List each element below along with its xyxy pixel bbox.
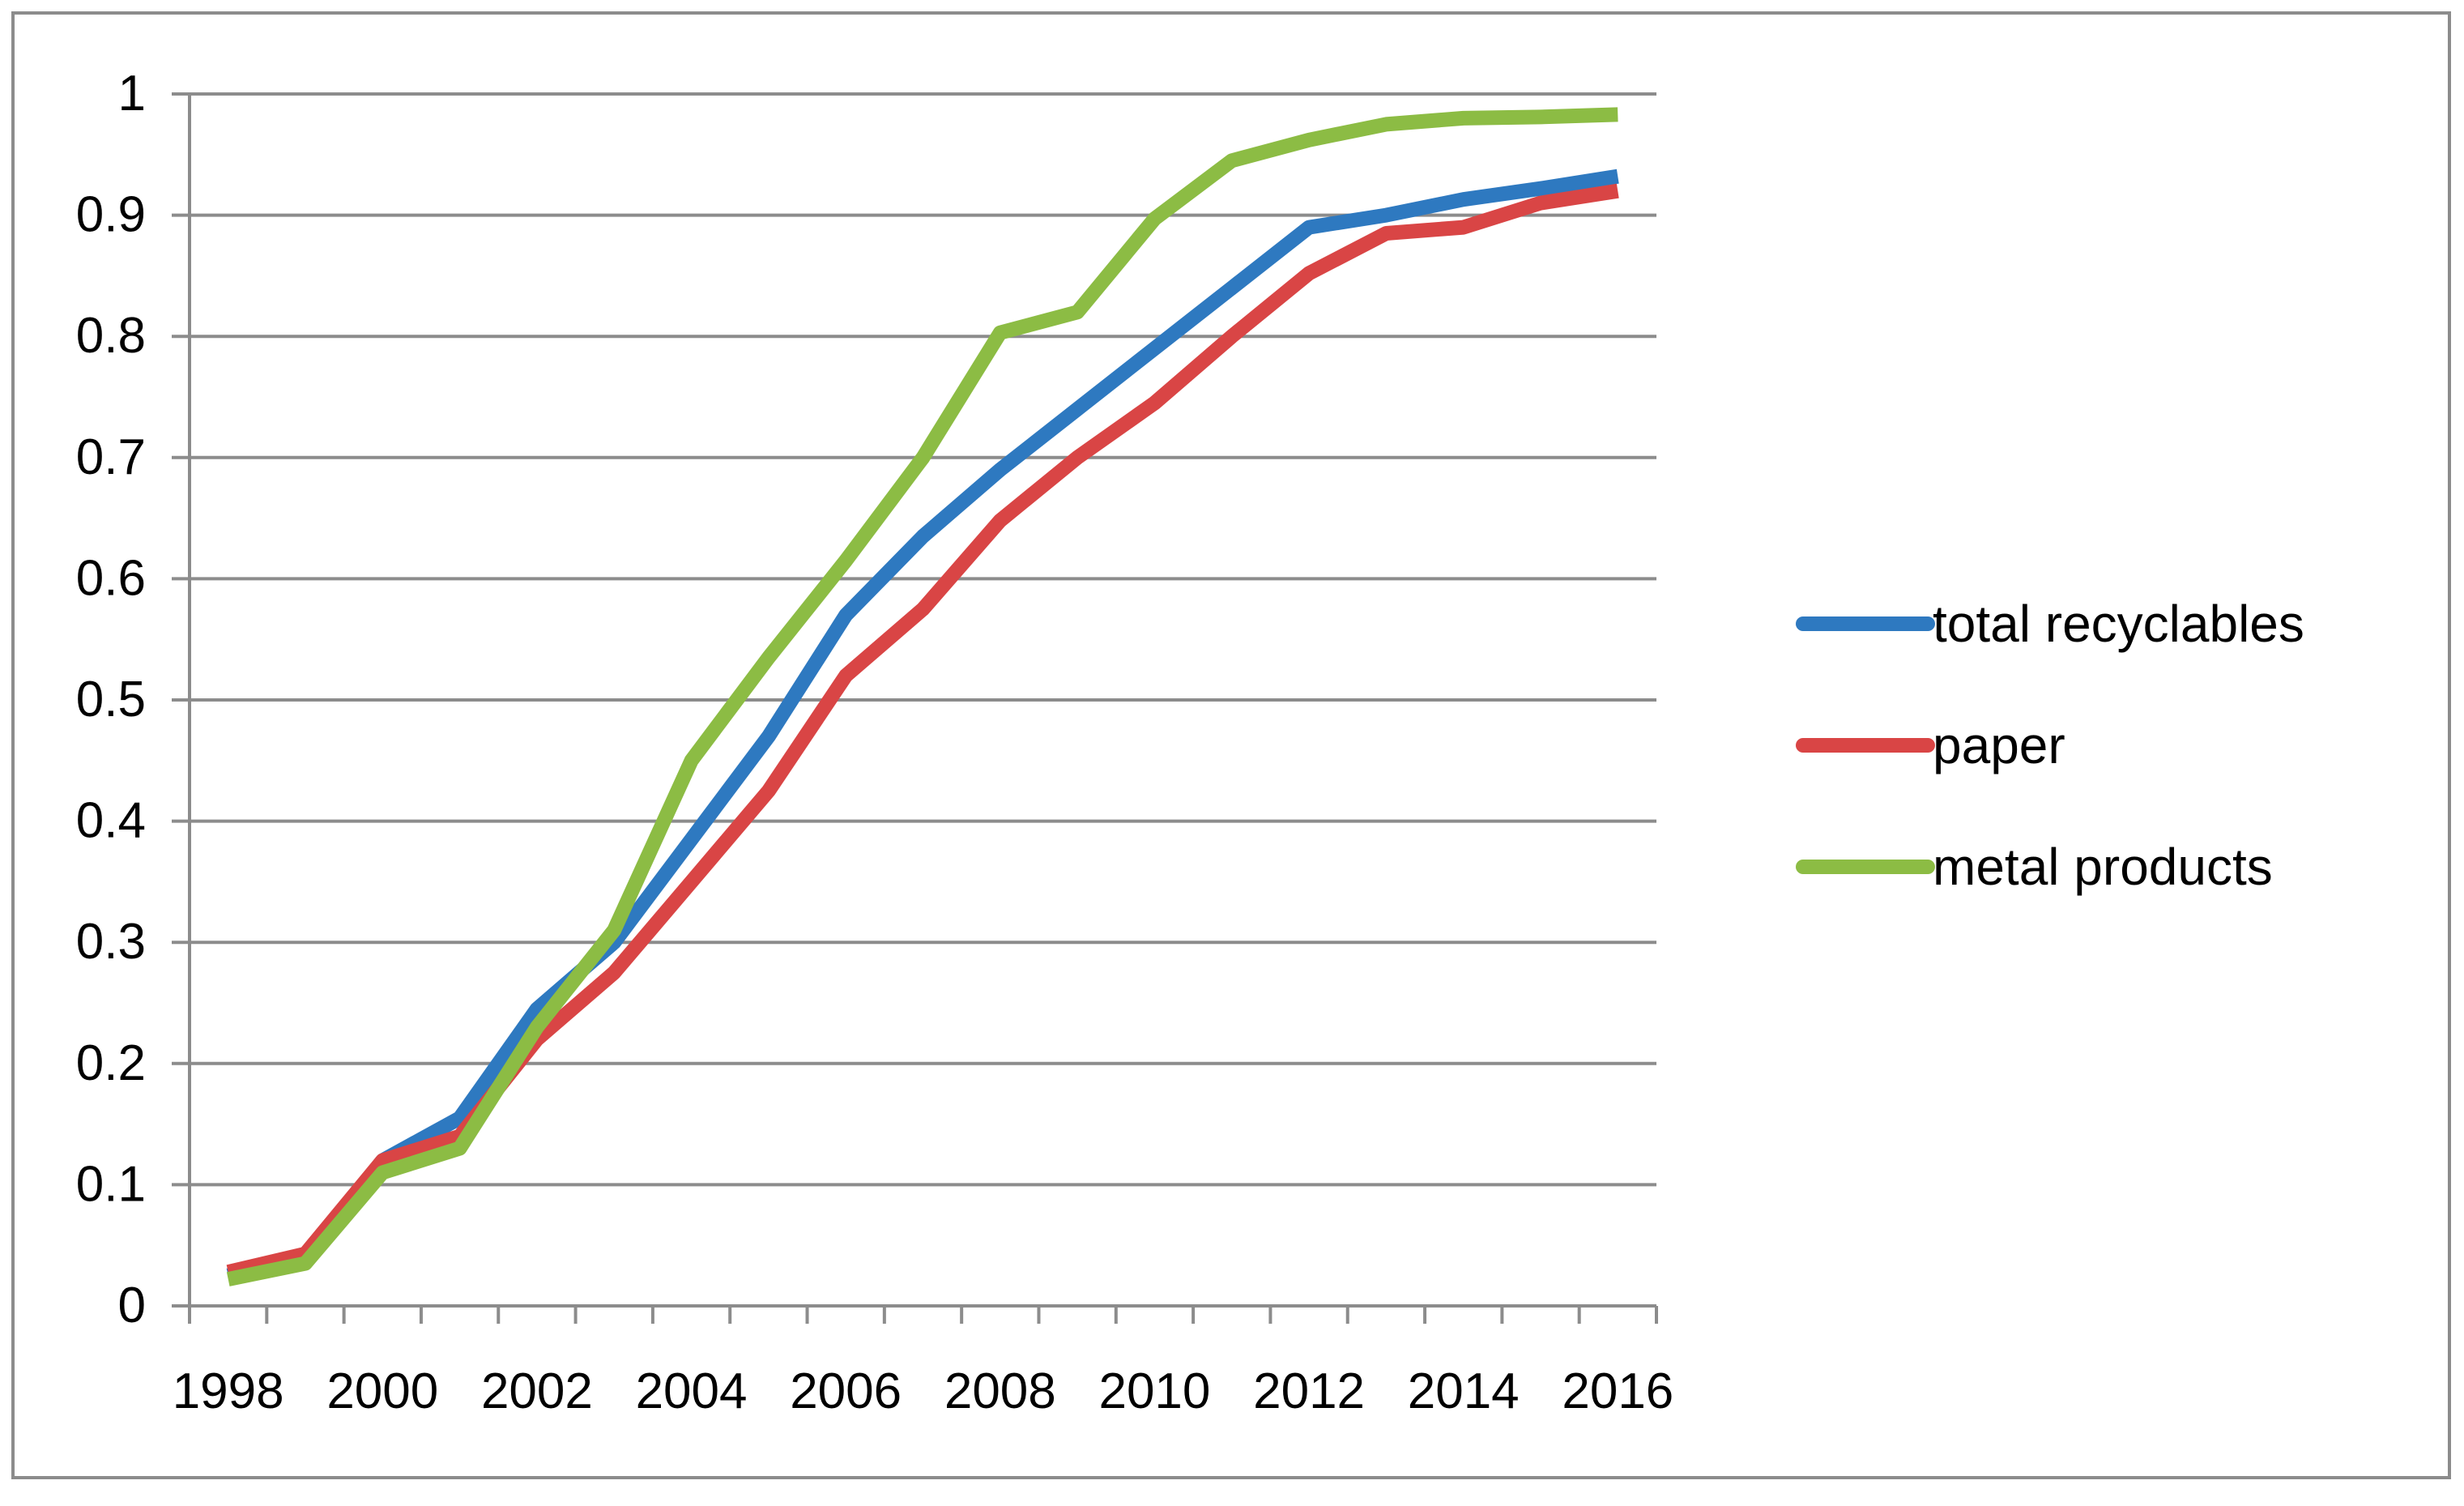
- y-tick-labels: 0 0.1 0.2 0.3 0.4 0.5 0.6 0.7 0.8 0.9 1: [76, 66, 146, 1333]
- x-tick-label: 1998: [173, 1363, 284, 1419]
- x-tick-label: 2006: [790, 1363, 902, 1419]
- x-tick-label: 2012: [1253, 1363, 1365, 1419]
- x-tick-label: 2016: [1562, 1363, 1673, 1419]
- series-lines: [226, 107, 1619, 1286]
- x-tick-labels: 1998 2000 2002 2004 2006 2008 2010 2012 2014 2016: [173, 1363, 1674, 1419]
- y-tick-label: 0.8: [76, 308, 146, 364]
- x-tick-label: 2014: [1408, 1363, 1520, 1419]
- y-tick-label: 0.9: [76, 187, 146, 243]
- x-tick-label: 2002: [481, 1363, 593, 1419]
- legend: total recyclables paper metal products: [1796, 595, 2304, 896]
- y-tick-label: 0.4: [76, 793, 146, 849]
- legend-item-total-recyclables: total recyclables: [1796, 595, 2304, 653]
- legend-item-paper: paper: [1796, 716, 2065, 774]
- y-tick-label: 0: [118, 1278, 146, 1333]
- series-line-total-recyclables: [226, 169, 1619, 1283]
- y-tick-label: 0.1: [76, 1156, 146, 1212]
- legend-label: total recyclables: [1933, 595, 2304, 653]
- x-tick-label: 2000: [326, 1363, 438, 1419]
- y-tick-label: 0.2: [76, 1035, 146, 1091]
- line-chart: 0 0.1 0.2 0.3 0.4 0.5 0.6 0.7 0.8 0.9 1 1998 2000 20…: [76, 66, 2304, 1419]
- gridlines: [190, 92, 1656, 1187]
- legend-label: paper: [1933, 716, 2065, 774]
- x-tick-label: 2010: [1098, 1363, 1210, 1419]
- series-line-metal-products: [226, 107, 1618, 1286]
- chart-frame: 0 0.1 0.2 0.3 0.4 0.5 0.6 0.7 0.8 0.9 1 1998 2000 20…: [11, 11, 2451, 1479]
- axes: [172, 92, 1658, 1324]
- legend-label: metal products: [1933, 838, 2273, 896]
- y-tick-label: 0.5: [76, 672, 146, 727]
- y-tick-label: 0.7: [76, 429, 146, 485]
- x-tick-label: 2004: [636, 1363, 748, 1419]
- y-tick-label: 0.6: [76, 550, 146, 606]
- legend-item-metal-products: metal products: [1796, 838, 2273, 896]
- series-line-paper: [226, 183, 1619, 1279]
- y-tick-label: 1: [118, 66, 146, 122]
- x-tick-label: 2008: [944, 1363, 1056, 1419]
- y-tick-label: 0.3: [76, 914, 146, 970]
